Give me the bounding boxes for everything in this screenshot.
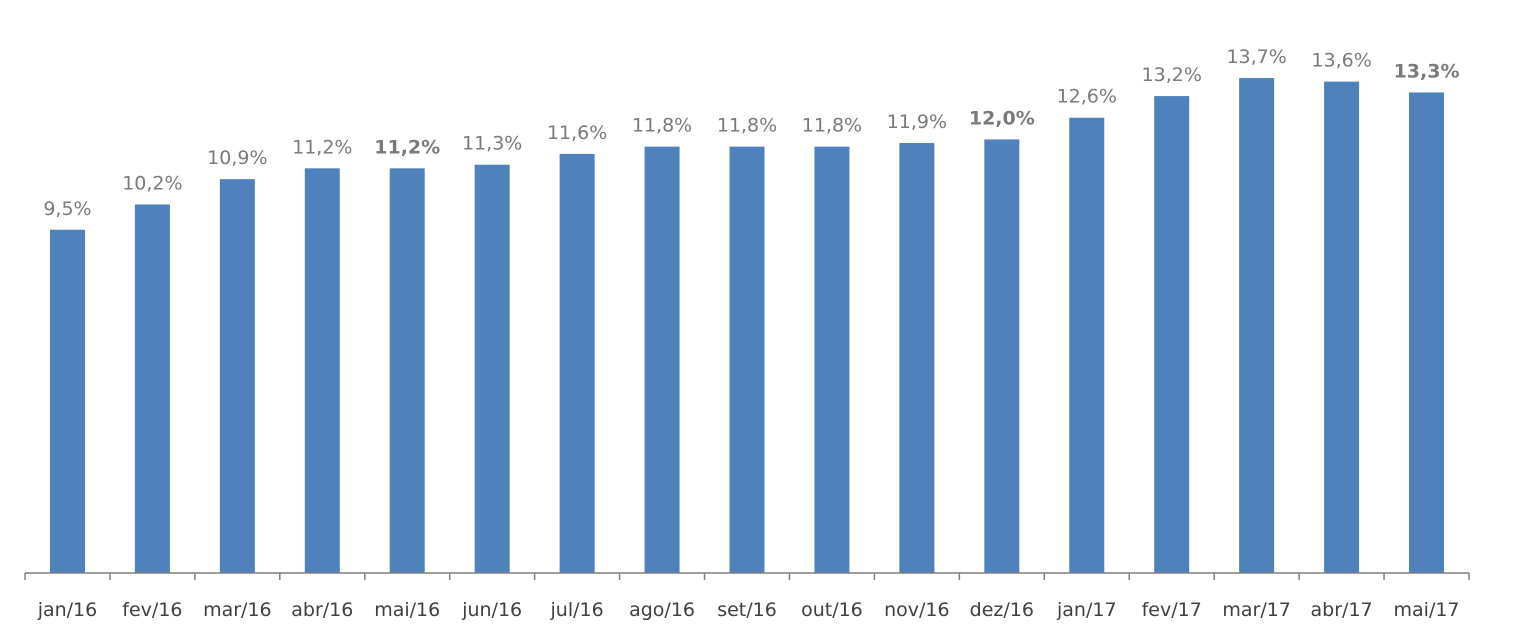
- x-tick-label: fev/17: [1142, 599, 1202, 621]
- x-tick-label: jun/16: [461, 599, 522, 621]
- bar-fev-17: [1154, 96, 1190, 573]
- bar-ago-16: [644, 146, 680, 573]
- x-tick-label: dez/16: [970, 599, 1034, 621]
- value-label: 11,8%: [632, 115, 692, 137]
- bar-nov-16: [899, 143, 935, 573]
- x-tick-label: jan/16: [37, 599, 98, 621]
- value-label: 13,3%: [1394, 60, 1460, 82]
- x-tick-label: fev/16: [122, 599, 182, 621]
- bar-dez-16: [984, 139, 1020, 574]
- x-tick-label: abr/17: [1311, 599, 1373, 621]
- value-label: 13,7%: [1226, 46, 1286, 68]
- x-tick-label: jul/16: [550, 599, 604, 621]
- value-label: 10,2%: [122, 172, 182, 194]
- bar-jan-17: [1069, 117, 1105, 574]
- x-tick-label: abr/16: [291, 599, 353, 621]
- value-label: 11,9%: [887, 111, 947, 133]
- x-tick-label: ago/16: [629, 599, 695, 621]
- x-tick-label: jan/17: [1056, 599, 1117, 621]
- bar-abr-16: [304, 168, 340, 573]
- x-axis: [24, 572, 1470, 580]
- bar-abr-17: [1324, 81, 1360, 574]
- bar-jul-16: [559, 153, 595, 573]
- value-label: 12,6%: [1057, 86, 1117, 108]
- x-tick-label: nov/16: [884, 599, 950, 621]
- bar-mai-16: [389, 168, 425, 573]
- value-label: 13,6%: [1311, 50, 1371, 72]
- value-label: 11,3%: [462, 133, 522, 155]
- value-label: 12,0%: [969, 107, 1035, 129]
- x-tick-label: out/16: [801, 599, 863, 621]
- value-label: 11,2%: [292, 136, 352, 158]
- bar-jun-16: [474, 164, 510, 573]
- value-label: 11,6%: [547, 122, 607, 144]
- value-labels-group: 9,5% 10,2% 10,9% 11,2% 11,2% 11,3% 11,6% 11,8% 1…: [43, 46, 1459, 220]
- value-label: 11,2%: [374, 136, 440, 158]
- x-tick-label: mai/16: [374, 599, 440, 621]
- bar-jan-16: [49, 229, 85, 573]
- bar-mar-17: [1239, 78, 1275, 573]
- value-label: 10,9%: [207, 147, 267, 169]
- value-label: 13,2%: [1142, 64, 1202, 86]
- value-label: 11,8%: [802, 115, 862, 137]
- x-tick-label: mar/16: [203, 599, 272, 621]
- bar-set-16: [729, 146, 765, 573]
- x-tick-label: set/16: [717, 599, 777, 621]
- bar-out-16: [814, 146, 850, 573]
- x-tick-label: mai/17: [1394, 599, 1460, 621]
- value-label: 11,8%: [717, 115, 777, 137]
- bar-mar-16: [219, 179, 255, 573]
- bars-group: [49, 78, 1445, 574]
- x-tick-labels-group: jan/16 fev/16 mar/16 abr/16 mai/16 jun/16 jul/…: [37, 599, 1460, 621]
- x-tick-label: mar/17: [1222, 599, 1291, 621]
- bar-fev-16: [134, 204, 170, 574]
- value-label: 9,5%: [43, 198, 91, 220]
- bar-mai-17: [1409, 92, 1445, 574]
